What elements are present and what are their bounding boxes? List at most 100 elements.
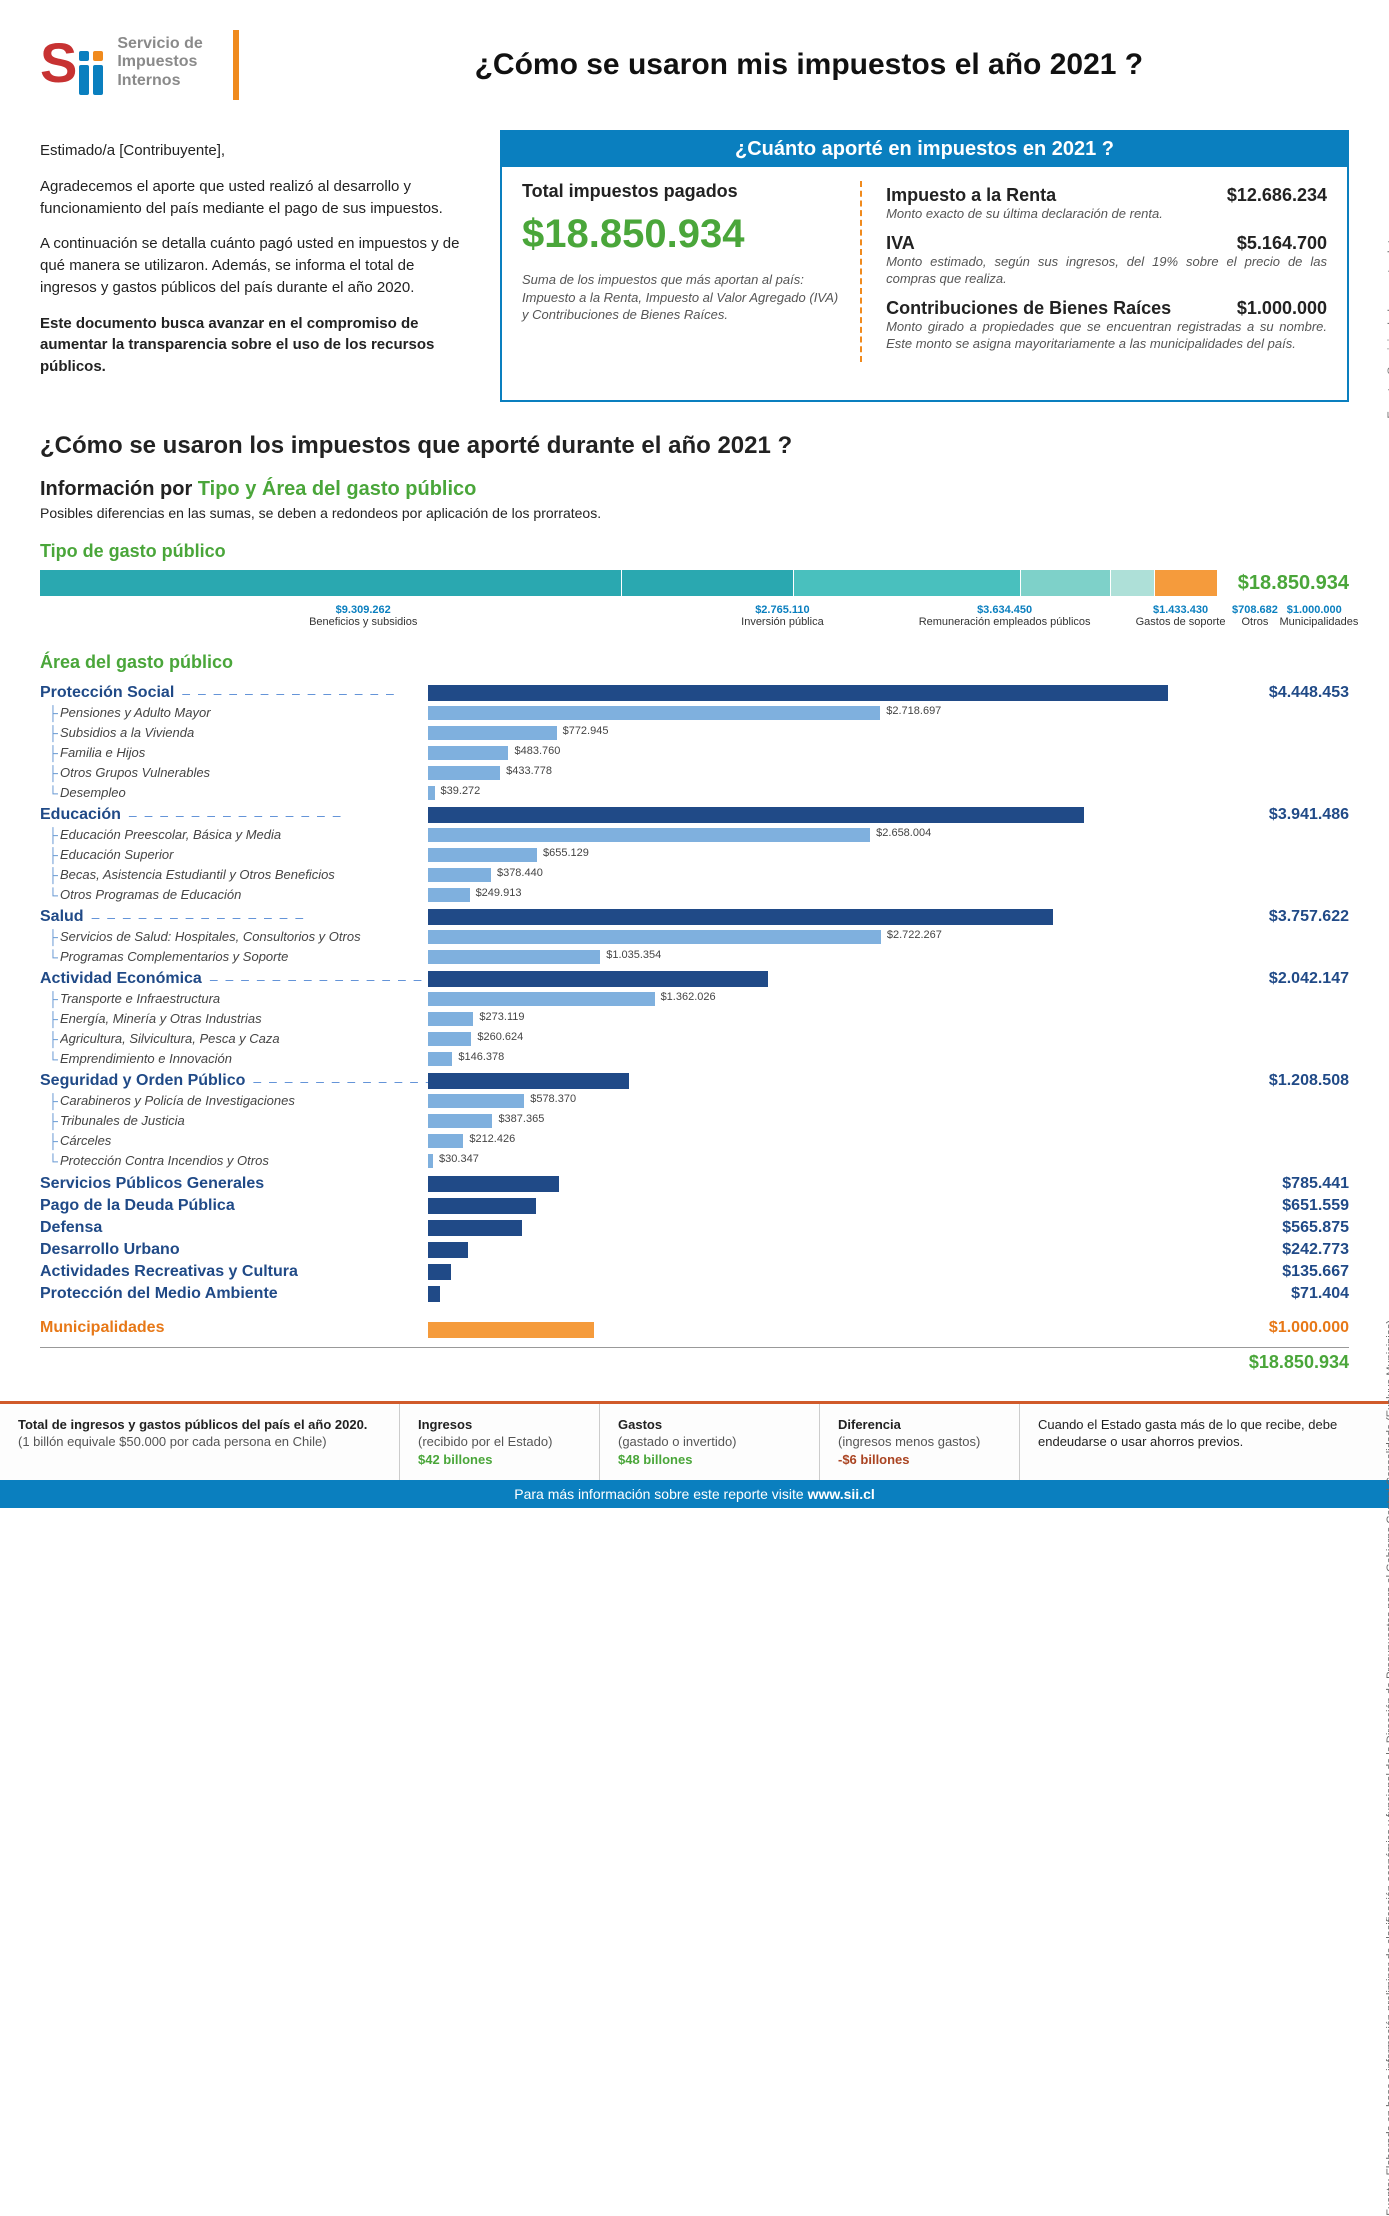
area-bar-zone: [428, 1218, 1199, 1238]
area-sub-row: ├Familia e Hijos$483.760: [46, 743, 1349, 763]
area-sub-row: └Protección Contra Incendios y Otros$30.…: [46, 1151, 1349, 1171]
area-sub-row: └Programas Complementarios y Soporte$1.0…: [46, 947, 1349, 967]
area-sub-row: ├Cárceles$212.426: [46, 1131, 1349, 1151]
tree-glyph: ├: [46, 847, 60, 863]
area-dash: – – – – – – – – – – – – – –: [84, 909, 314, 925]
tree-glyph: └: [46, 1051, 60, 1067]
sub-bar-zone: $30.347: [428, 1153, 1349, 1169]
area-sub-name: Energía, Minería y Otras Industrias: [60, 1011, 428, 1026]
area-sub-row: └Desempleo$39.272: [46, 783, 1349, 803]
sub-bar: [428, 1094, 524, 1108]
tipo-total: $18.850.934: [1238, 570, 1349, 595]
area-sub-name: Agricultura, Silvicultura, Pesca y Caza: [60, 1031, 428, 1046]
area-sub-name: Tribunales de Justicia: [60, 1113, 428, 1128]
tree-glyph: └: [46, 1153, 60, 1169]
area-bar: [428, 1073, 629, 1089]
area-simple-title: Servicios Públicos Generales: [40, 1175, 428, 1193]
sub-value: $433.778: [506, 765, 552, 777]
sub-value: $772.945: [563, 725, 609, 737]
tipo-legend-item: $708.682Otros: [1230, 604, 1279, 628]
sub-value: $146.378: [458, 1051, 504, 1063]
area-group-value: $2.042.147: [1199, 970, 1349, 988]
tipo-legend-item: $1.433.430Gastos de soporte: [1131, 604, 1231, 628]
sub-value: $378.440: [497, 867, 543, 879]
area-simple-title: Desarrollo Urbano: [40, 1241, 428, 1259]
area-dash: – – – – – – – – – – – – – –: [202, 971, 428, 987]
sub-value: $2.722.267: [887, 929, 942, 941]
tree-glyph: ├: [46, 1093, 60, 1109]
sub-bar: [428, 930, 881, 944]
contribution-box: ¿Cuánto aporté en impuestos en 2021 ? To…: [500, 130, 1349, 402]
source-note-right-1: Fuente: Servicio de Impuestos Internos: [1385, 210, 1389, 419]
tipo-label: Tipo de gasto público: [40, 541, 1349, 562]
tipo-legend: $9.309.262Beneficios y subsidios$2.765.1…: [40, 604, 1349, 628]
area-bar: [428, 971, 768, 987]
area-bar-zone: [428, 969, 1199, 989]
area-sub-name: Transporte e Infraestructura: [60, 991, 428, 1006]
sub-value: $578.370: [530, 1093, 576, 1105]
area-bar: [428, 1220, 522, 1236]
sub-bar: [428, 828, 870, 842]
footer-cell-diferencia: Diferencia(ingresos menos gastos) -$6 bi…: [820, 1404, 1020, 1481]
area-bar-zone: [428, 1240, 1199, 1260]
sub-value: $249.913: [476, 887, 522, 899]
sub-bar: [428, 1012, 473, 1026]
renta-note: Monto exacto de su última declaración de…: [886, 206, 1327, 223]
tree-glyph: ├: [46, 705, 60, 721]
area-simple-title: Defensa: [40, 1219, 428, 1237]
area-sub-row: ├Otros Grupos Vulnerables$433.778: [46, 763, 1349, 783]
area-sub-row: └Emprendimiento e Innovación $146.378: [46, 1049, 1349, 1069]
area-bar-zone: [428, 1174, 1199, 1194]
greeting: Estimado/a [Contribuyente],: [40, 140, 472, 162]
sub-bar-zone: $260.624: [428, 1031, 1349, 1047]
sub-bar: [428, 746, 508, 760]
area-sub-name: Servicios de Salud: Hospitales, Consulto…: [60, 929, 428, 944]
grand-total-value: $18.850.934: [1199, 1352, 1349, 1373]
sub-bar: [428, 726, 557, 740]
sub-bar-zone: $578.370: [428, 1093, 1349, 1109]
tree-glyph: ├: [46, 929, 60, 945]
area-sub-row: ├Agricultura, Silvicultura, Pesca y Caza…: [46, 1029, 1349, 1049]
tree-glyph: └: [46, 785, 60, 801]
area-sub-name: Pensiones y Adulto Mayor: [60, 705, 428, 720]
area-bar-zone: [428, 805, 1199, 825]
area-simple-title: Protección del Medio Ambiente: [40, 1285, 428, 1303]
sub-bar-zone: $249.913: [428, 887, 1349, 903]
tree-glyph: ├: [46, 745, 60, 761]
area-bar: [428, 1264, 451, 1280]
area-group-title: Seguridad y Orden Público: [40, 1072, 245, 1090]
area-simple-row: Servicios Públicos Generales$785.441: [40, 1173, 1349, 1195]
area-bar: [428, 909, 1053, 925]
area-sub-row: ├Educación Superior$655.129: [46, 845, 1349, 865]
sub-value: $212.426: [469, 1133, 515, 1145]
area-sub-name: Programas Complementarios y Soporte: [60, 949, 428, 964]
area-sub-name: Educación Preescolar, Básica y Media: [60, 827, 428, 842]
letter-p1: Agradecemos el aporte que usted realizó …: [40, 176, 472, 220]
tree-glyph: ├: [46, 1113, 60, 1129]
area-sub-name: Emprendimiento e Innovación: [60, 1051, 428, 1066]
area-group-title: Educación: [40, 806, 121, 824]
renta-value: $12.686.234: [1227, 185, 1327, 206]
sub-bar: [428, 848, 537, 862]
sub-bar-zone: $483.760: [428, 745, 1349, 761]
logo-i1-glyph: [79, 51, 89, 95]
area-chart: Protección Social– – – – – – – – – – – –…: [40, 683, 1349, 1341]
area-simple-row: Defensa $565.875: [40, 1217, 1349, 1239]
area-group: Educación– – – – – – – – – – – – – – $3.…: [40, 805, 1349, 905]
area-dash: – – – – – – – – – – – – – –: [121, 807, 351, 823]
area-sub-row: └Otros Programas de Educación$249.913: [46, 885, 1349, 905]
area-group-title: Salud: [40, 908, 84, 926]
contribs-note: Monto girado a propiedades que se encuen…: [886, 319, 1327, 353]
tipo-segment: [1021, 570, 1111, 596]
logo-s-glyph: S: [40, 30, 75, 95]
tree-glyph: ├: [46, 991, 60, 1007]
area-bar: [428, 1286, 440, 1302]
sub-bar-zone: $146.378: [428, 1051, 1349, 1067]
sub-bar-zone: $2.658.004: [428, 827, 1349, 843]
area-dash: – – – – – – – – – – – – – –: [174, 685, 404, 701]
bottom-bar: Para más información sobre este reporte …: [0, 1480, 1389, 1508]
sub-bar: [428, 868, 491, 882]
sub-bar-zone: $1.035.354: [428, 949, 1349, 965]
sub-value: $1.035.354: [606, 949, 661, 961]
area-simple-value: $565.875: [1199, 1219, 1349, 1237]
